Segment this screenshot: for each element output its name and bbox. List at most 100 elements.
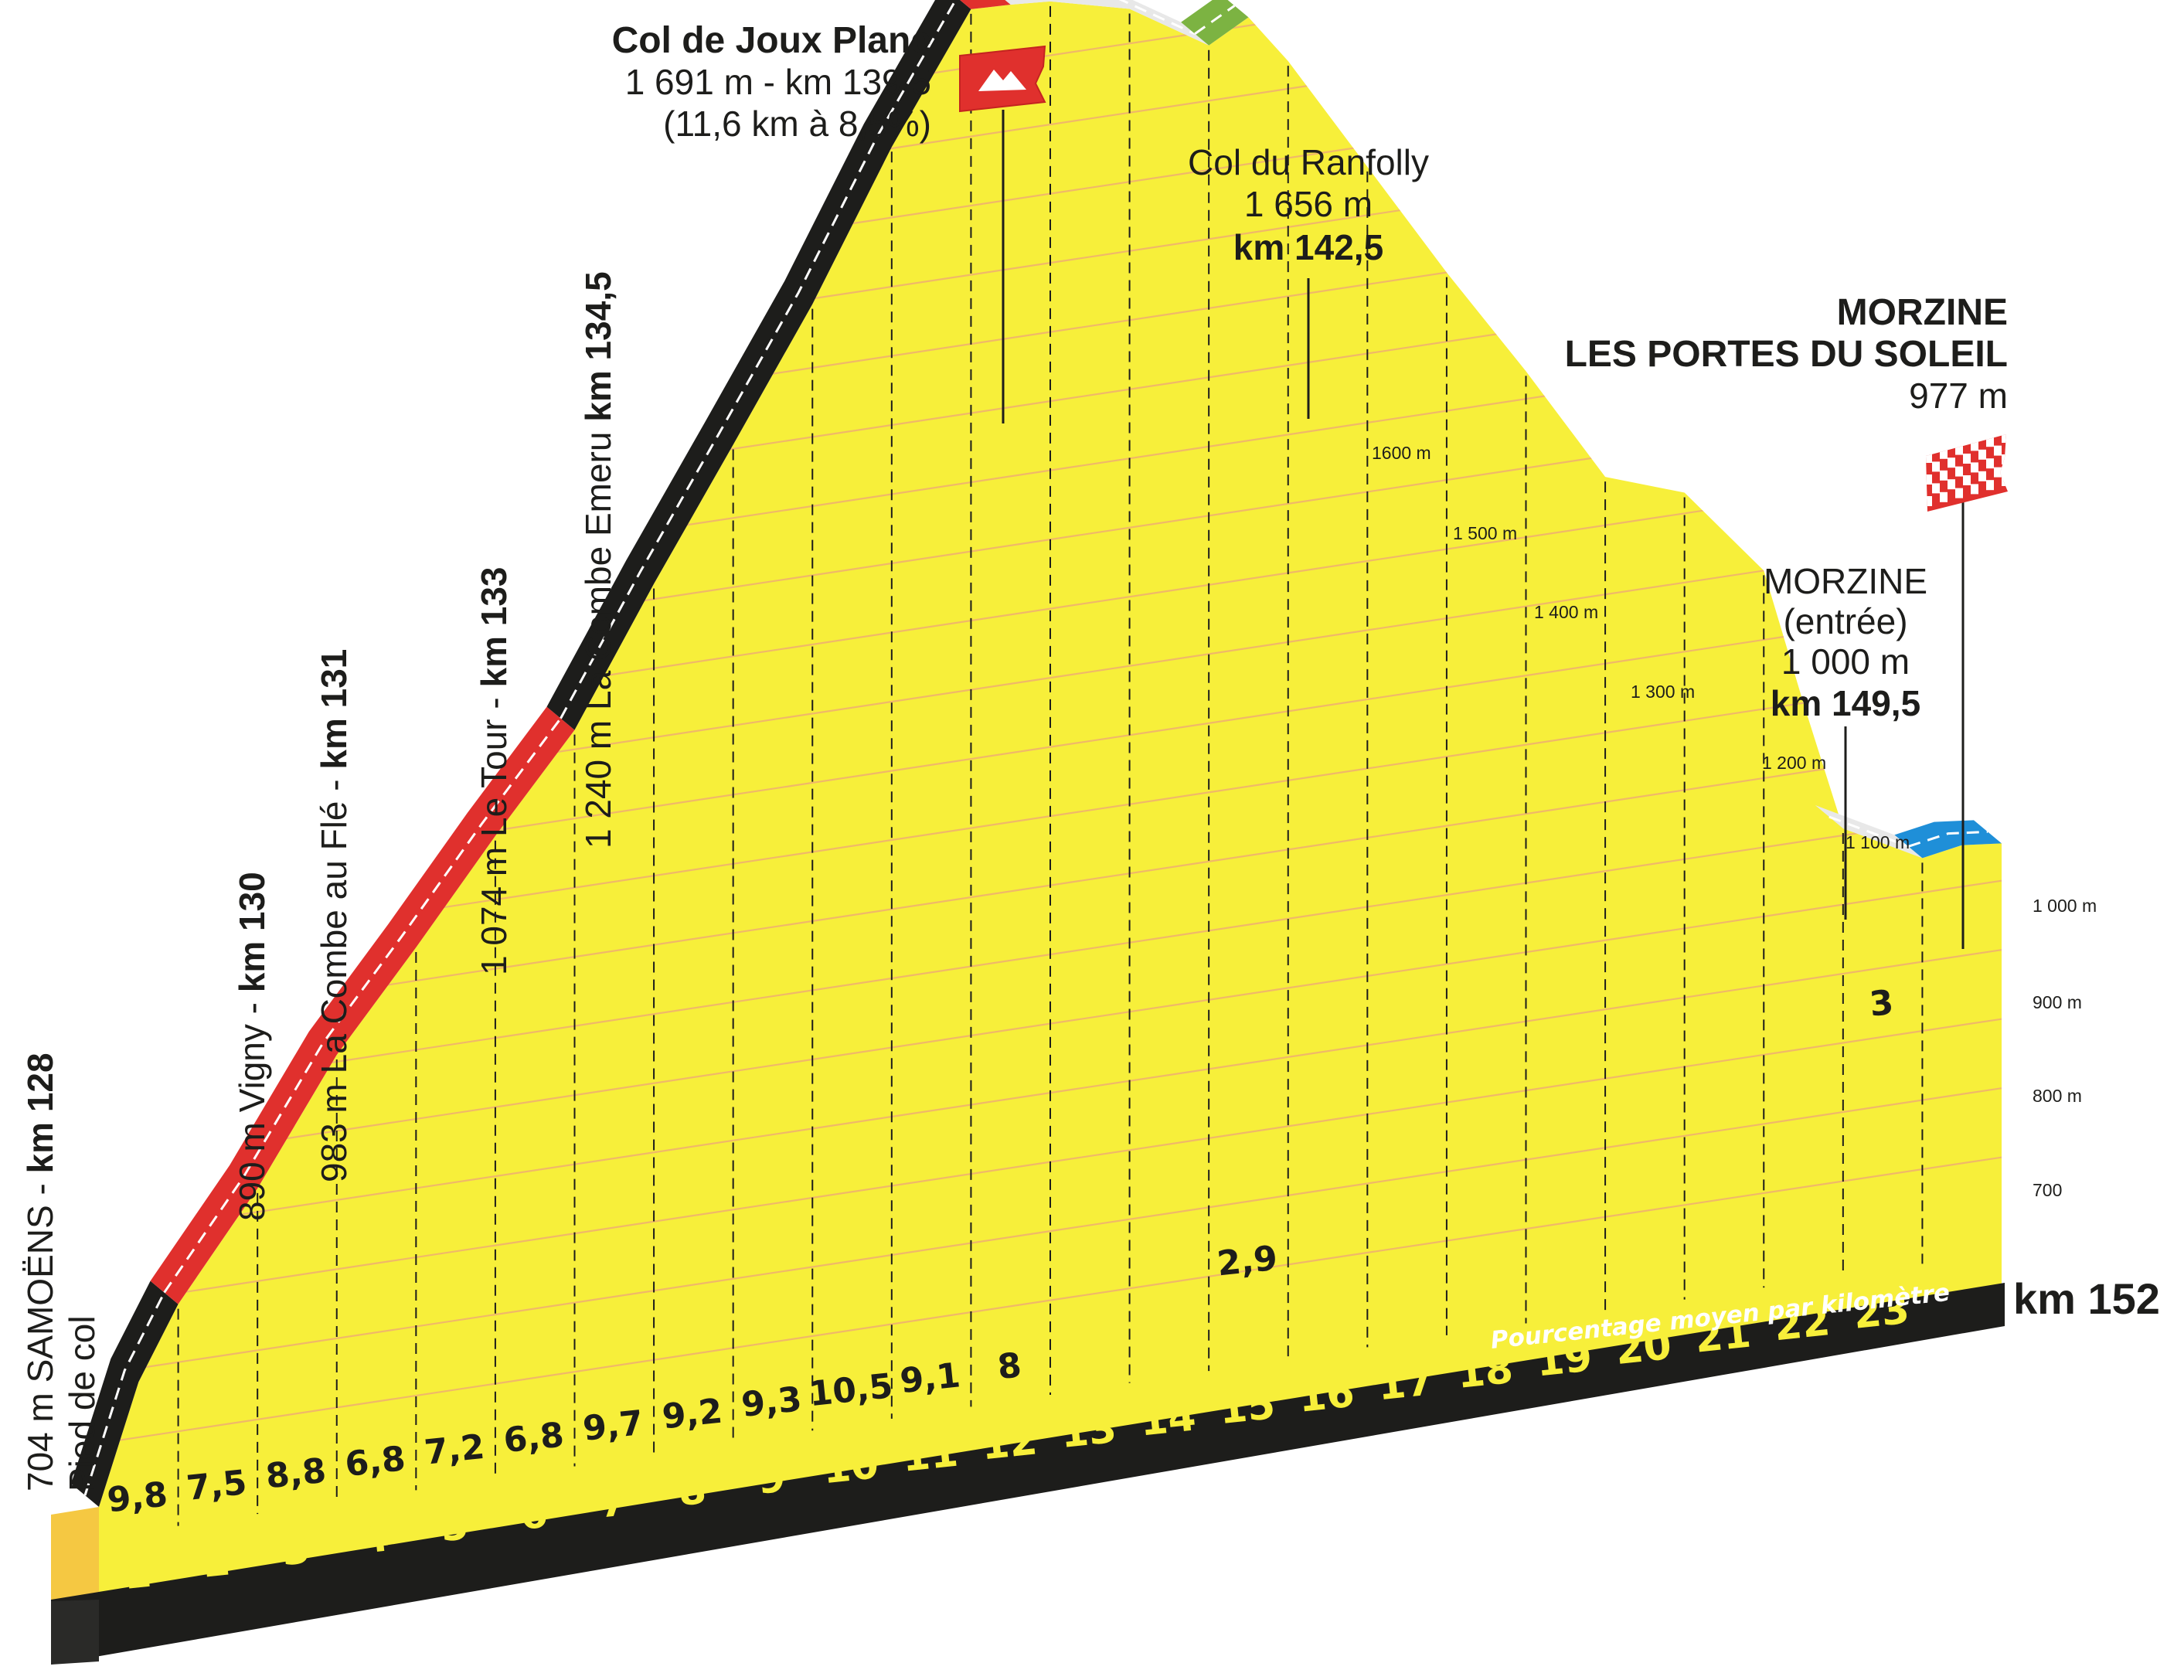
point-km-text: km 131	[314, 649, 354, 770]
checker-square	[1940, 448, 1948, 459]
checker-square	[1971, 462, 1978, 473]
elevation-tick-label: 800 m	[2033, 1086, 2082, 1106]
elevation-tick-label: 1 100 m	[1846, 832, 1910, 852]
gradient-label: 10,5	[807, 1366, 894, 1414]
road-segment-grey-centerline	[1118, 0, 1196, 36]
km-base-strip	[51, 1283, 2005, 1665]
km-number: 21	[1692, 1310, 1753, 1362]
km-number: 2	[200, 1538, 233, 1586]
road-segment-black-centerline	[560, 0, 958, 719]
gradient-label: 9,1	[898, 1355, 962, 1401]
svg-text:1 074 m Le Tour - km 133: 1 074 m Le Tour - km 133	[474, 567, 514, 976]
checker-square	[1940, 434, 1948, 437]
checker-square	[1971, 484, 1978, 495]
finish-label: MORZINE LES PORTES DU SOLEIL 977 m	[1565, 292, 2008, 416]
elevation-tick-label: 1 500 m	[1453, 523, 1517, 543]
summit-km: km 142,5	[1233, 227, 1383, 267]
point-km-text: km 134,5	[578, 271, 618, 421]
svg-text:1 240 m La Combe Emeru km 134,: 1 240 m La Combe Emeru km 134,5	[578, 271, 618, 849]
mountain-flag-icon	[959, 45, 1046, 113]
point-km-text: km 130	[232, 872, 272, 992]
finish-altitude: 977 m	[1909, 376, 2008, 416]
road-segment-red-centerline	[163, 717, 562, 1294]
checker-square	[1963, 454, 1971, 464]
elevation-tick-label: 700	[2033, 1180, 2062, 1200]
checker-square	[1971, 419, 1978, 429]
checker-square	[1986, 480, 1994, 491]
elevation-tick-label: 1 200 m	[1762, 753, 1826, 773]
road-ribbon	[71, 0, 2002, 1507]
elevation-tick-label: 900 m	[2033, 992, 2082, 1012]
point-altitude: 1 000 m	[1781, 641, 1910, 682]
km-number: 13	[1058, 1406, 1118, 1457]
checker-square	[2002, 476, 2008, 486]
checker-square	[2002, 454, 2008, 464]
checker-square	[1971, 440, 1978, 451]
checker-square	[1948, 436, 1955, 447]
km-base-strip	[51, 1283, 2005, 1665]
km-number: 23	[1851, 1287, 1911, 1338]
km-number: 14	[1138, 1393, 1198, 1445]
checker-square	[1948, 457, 1955, 468]
point-label-text: 1 074 m Le Tour -	[474, 688, 514, 975]
summit-joux-plane: Col de Joux Plane 1 691 m - km 139,5 (11…	[612, 20, 931, 144]
road-segment-black	[71, 1280, 179, 1507]
summit-climb-stats: (11,6 km à 8,5%)	[663, 104, 931, 144]
road-segment-blue-centerline	[1907, 830, 1988, 848]
road-segment-grey	[1005, 0, 1209, 46]
point-label-samoens: 704 m SAMOËNS - km 128 Pied de col	[20, 1053, 102, 1491]
km-number-labels: 1 2 3 4 5 6 7 8 9 10 11 12 13 14 15 16 17 18 19 20 21 22 23	[121, 1287, 1911, 1600]
km-number: 17	[1376, 1358, 1436, 1410]
checker-square	[1955, 488, 1963, 498]
summit-altitude-km: 1 691 m - km 139,5	[625, 62, 931, 102]
checker-square	[1932, 440, 1940, 451]
elevation-tick-labels: 700 800 m 900 m 1 000 m 1 100 m 1 200 m 1 300 …	[1372, 443, 2097, 1200]
elevation-tick-label: 1 000 m	[2033, 896, 2097, 916]
checker-square	[1994, 424, 2002, 434]
km-number: 10	[821, 1441, 881, 1493]
road-segment-green	[1181, 0, 1249, 46]
km-number: 18	[1454, 1346, 1515, 1398]
road-segment-green-centerline	[1194, 5, 1236, 35]
km-number: 16	[1296, 1370, 1356, 1422]
finish-flag-icon	[1926, 419, 2008, 512]
km-base-front	[51, 1600, 99, 1665]
km-end-label: km 152	[2013, 1274, 2160, 1323]
summit-ranfolly: Col du Ranfolly 1 656 m km 142,5	[1188, 142, 1429, 267]
km-number: 15	[1217, 1382, 1277, 1433]
checker-square	[1940, 491, 1948, 502]
point-label-combe-emeru: 1 240 m La Combe Emeru km 134,5	[578, 271, 618, 849]
elevation-gridline	[99, 1156, 2002, 1444]
checker-square	[1978, 471, 1986, 481]
point-km-text: km 133	[474, 567, 514, 688]
gradient-label: 8	[995, 1345, 1023, 1387]
elevation-tick-label: 1 300 m	[1631, 682, 1695, 702]
point-label-vigny: 890 m Vigny - km 130	[232, 872, 272, 1221]
checker-square	[1994, 445, 2002, 456]
point-km-text: km 128	[20, 1053, 60, 1173]
finish-town: MORZINE	[1837, 292, 2008, 333]
point-label-combe-au-fle: 983 m La Combe au Flé - km 131	[314, 649, 354, 1182]
summit-name: Col du Ranfolly	[1188, 142, 1429, 182]
checker-square	[1940, 470, 1948, 481]
summit-altitude: 1 656 m	[1244, 184, 1373, 224]
gradient-label: 7,5	[185, 1463, 249, 1508]
checker-square	[1926, 496, 1932, 506]
checker-square	[1978, 449, 1986, 460]
gradient-label: 3	[1868, 983, 1896, 1025]
point-label-le-tour: 1 074 m Le Tour - km 133	[474, 567, 514, 976]
checker-square	[1926, 453, 1932, 463]
gradient-label: 9,8	[105, 1474, 169, 1520]
checker-square	[1932, 461, 1940, 472]
svg-text:704 m SAMOËNS - km 128: 704 m SAMOËNS - km 128	[20, 1053, 60, 1491]
checker-square	[1986, 458, 1994, 469]
gradient-label: 6,8	[343, 1439, 407, 1484]
km-number: 20	[1613, 1322, 1673, 1374]
point-sub-text: Pied de col	[62, 1315, 102, 1491]
km-number: 12	[979, 1417, 1039, 1469]
gradient-label: 2,9	[1216, 1239, 1280, 1284]
point-name: MORZINE	[1764, 561, 1927, 601]
km-number: 3	[280, 1526, 312, 1575]
km-number: 11	[900, 1430, 960, 1481]
km-number: 1	[121, 1550, 153, 1599]
